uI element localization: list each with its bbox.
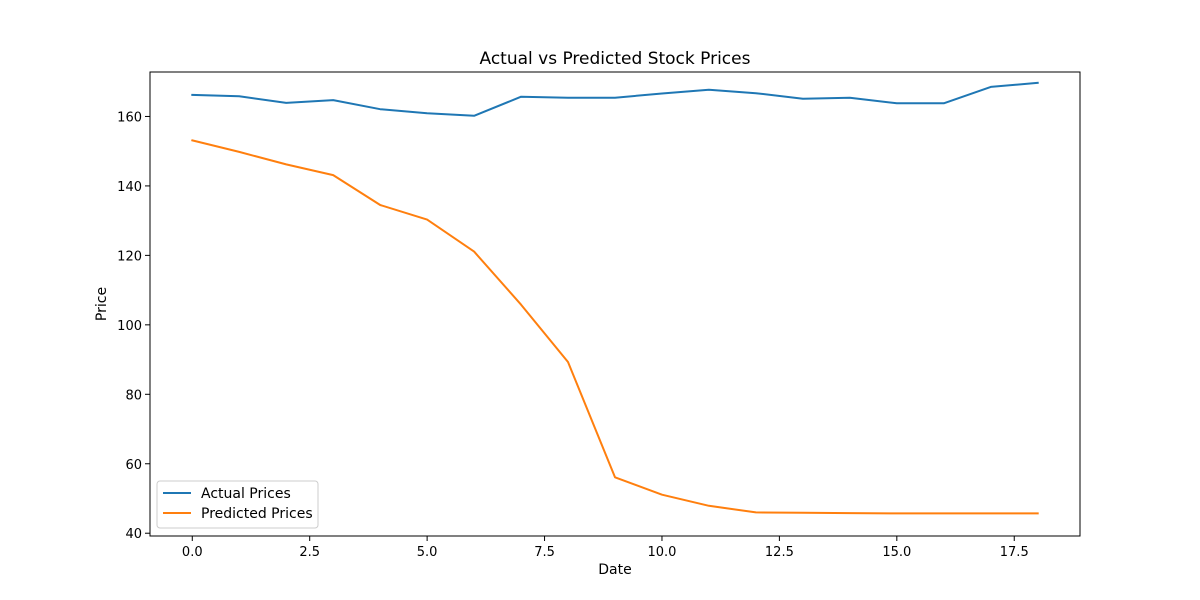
chart-title: Actual vs Predicted Stock Prices xyxy=(480,49,751,69)
y-tick-label: 60 xyxy=(125,458,142,473)
x-axis-ticks: 0.0 2.5 5.0 7.5 10.0 12.5 15.0 17.5 xyxy=(182,536,1029,560)
legend: Actual Prices Predicted Prices xyxy=(156,480,319,529)
y-tick-label: 40 xyxy=(125,527,142,542)
x-tick-label: 10.0 xyxy=(647,545,676,560)
series-layer xyxy=(191,81,1039,515)
x-axis-title: Date xyxy=(598,562,631,578)
series-line-predicted-prices xyxy=(191,139,1039,515)
y-tick-label: 160 xyxy=(117,110,142,125)
y-tick-label: 80 xyxy=(125,388,142,403)
x-tick-label: 7.5 xyxy=(534,545,555,560)
plot-area-frame xyxy=(149,71,1081,537)
x-tick-label: 0.0 xyxy=(182,545,203,560)
x-tick-label: 15.0 xyxy=(882,545,911,560)
x-tick-label: 12.5 xyxy=(765,545,794,560)
y-tick-label: 100 xyxy=(117,319,142,334)
x-tick-label: 5.0 xyxy=(417,545,438,560)
y-axis-ticks: 40 60 80 100 120 140 160 xyxy=(117,110,150,542)
y-tick-label: 120 xyxy=(117,249,142,264)
legend-label: Predicted Prices xyxy=(201,506,313,522)
legend-label: Actual Prices xyxy=(201,486,291,502)
x-tick-label: 2.5 xyxy=(299,545,320,560)
y-axis-title: Price xyxy=(94,287,110,321)
legend-box xyxy=(156,480,319,529)
series-line-actual-prices xyxy=(191,81,1039,117)
x-tick-label: 17.5 xyxy=(1000,545,1029,560)
y-tick-label: 140 xyxy=(117,180,142,195)
